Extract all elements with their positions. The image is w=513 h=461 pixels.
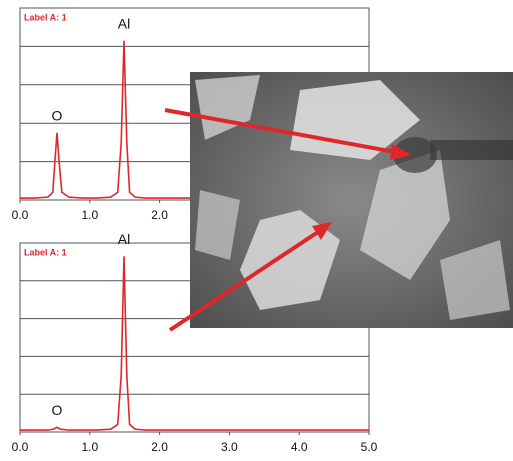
- x-tick-label: 4.0: [291, 440, 308, 454]
- x-tick-label: 3.0: [221, 440, 238, 454]
- x-tick-label: 2.0: [151, 440, 168, 454]
- x-tick-label: 2.0: [151, 208, 168, 222]
- x-tick-label: 1.0: [81, 440, 98, 454]
- chart-label: Label A: 1: [24, 247, 67, 257]
- peak-label: Al: [118, 231, 130, 247]
- peak-label: O: [52, 108, 63, 124]
- sem-image: [190, 72, 513, 328]
- x-tick-label: 0.0: [12, 208, 29, 222]
- x-tick-label: 1.0: [81, 208, 98, 222]
- peak-label: Al: [118, 15, 130, 31]
- x-tick-label: 5.0: [361, 440, 378, 454]
- chart-label: Label A: 1: [24, 12, 67, 22]
- x-tick-label: 0.0: [12, 440, 29, 454]
- spectrum-line: [20, 256, 369, 431]
- arrows: [164, 108, 412, 332]
- peak-label: O: [52, 402, 63, 418]
